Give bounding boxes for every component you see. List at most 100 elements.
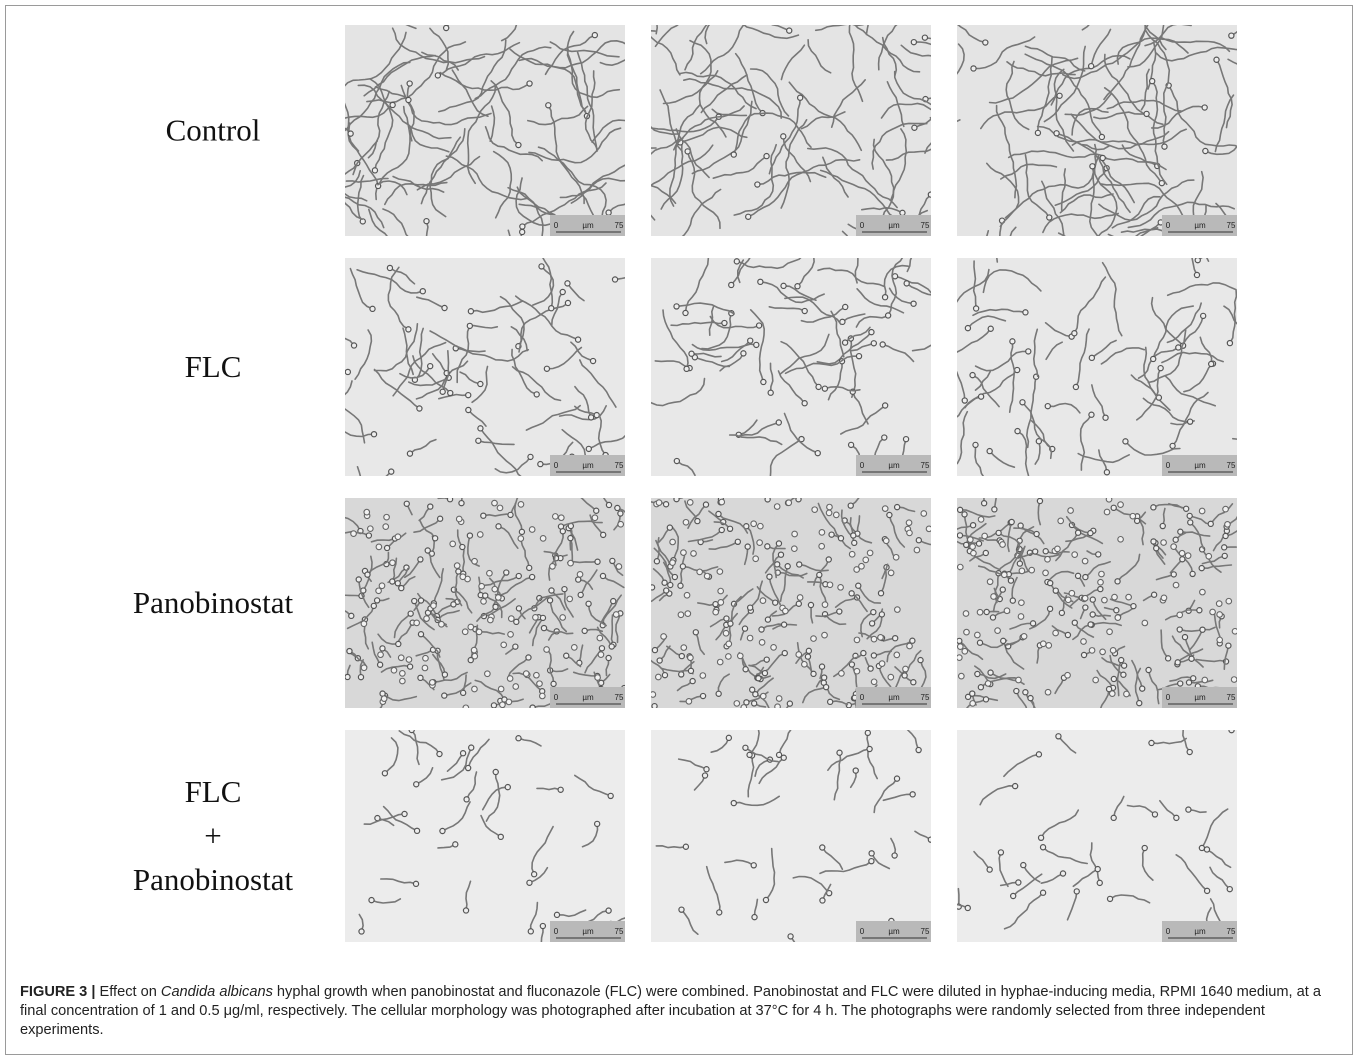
yeast-cell (787, 701, 792, 706)
scale-unit: µm (1194, 693, 1206, 702)
yeast-cell (1199, 566, 1204, 571)
yeast-cell (428, 364, 433, 369)
yeast-cell (983, 697, 988, 702)
yeast-cell (970, 523, 975, 528)
yeast-cell (1069, 590, 1075, 596)
yeast-cell (683, 520, 689, 526)
yeast-cell (1182, 634, 1187, 639)
yeast-cell (1035, 130, 1040, 135)
yeast-cell (520, 229, 525, 234)
yeast-cell (797, 562, 802, 567)
yeast-cell (513, 684, 519, 690)
yeast-cell (796, 601, 801, 606)
yeast-cell (704, 767, 709, 772)
yeast-cell (1229, 728, 1234, 733)
scale-unit: µm (1194, 461, 1206, 470)
yeast-cell (364, 509, 370, 515)
yeast-cell (478, 426, 483, 431)
yeast-cell (1227, 887, 1232, 892)
row-label: Panobinostat (133, 862, 294, 897)
yeast-cell (1103, 415, 1108, 420)
yeast-cell (1097, 880, 1102, 885)
yeast-cell (820, 845, 825, 850)
yeast-cell (1170, 443, 1175, 448)
yeast-cell (731, 152, 736, 157)
micrograph: 0µm75 (282, 0, 670, 299)
yeast-cell (437, 751, 442, 756)
yeast-cell (558, 515, 564, 521)
yeast-cell (775, 704, 781, 710)
yeast-cell (1082, 558, 1088, 564)
yeast-cell (414, 828, 419, 833)
yeast-cell (565, 300, 570, 305)
yeast-cell (1166, 656, 1171, 661)
yeast-cell (796, 497, 801, 502)
yeast-cell (918, 657, 923, 662)
yeast-cell (907, 643, 913, 649)
hypha (1228, 59, 1309, 79)
yeast-cell (409, 727, 414, 732)
yeast-cell (973, 442, 978, 447)
yeast-cell (1010, 598, 1015, 603)
yeast-cell (504, 570, 509, 575)
yeast-cell (822, 602, 828, 608)
yeast-cell (1149, 740, 1154, 745)
yeast-cell (782, 650, 787, 655)
yeast-cell (1008, 578, 1013, 583)
yeast-cell (469, 745, 474, 750)
yeast-cell (992, 507, 997, 512)
scale-min: 0 (1166, 461, 1171, 470)
yeast-cell (527, 565, 532, 570)
yeast-cell (518, 536, 524, 542)
yeast-cell (837, 609, 842, 614)
yeast-cell (562, 587, 567, 592)
yeast-cell (878, 591, 883, 596)
yeast-cell (547, 598, 552, 603)
yeast-cell (783, 608, 789, 614)
scale-max: 75 (1227, 221, 1236, 230)
yeast-cell (815, 451, 820, 456)
yeast-cell (819, 664, 824, 669)
yeast-cell (1013, 783, 1018, 788)
yeast-cell (871, 610, 876, 615)
yeast-cell (527, 880, 532, 885)
yeast-cell (491, 703, 496, 708)
yeast-cell (1099, 134, 1104, 139)
yeast-cell (819, 543, 825, 549)
yeast-cell (957, 655, 963, 661)
yeast-cell (654, 559, 659, 564)
yeast-cell (867, 746, 872, 751)
yeast-cell (440, 389, 445, 394)
yeast-cell (370, 306, 375, 311)
yeast-cell (1161, 595, 1167, 601)
yeast-cell (389, 469, 394, 474)
yeast-cell (758, 279, 763, 284)
yeast-cell (978, 517, 984, 523)
yeast-cell (1111, 815, 1116, 820)
hypha (353, 0, 416, 28)
row-label: Control (166, 113, 261, 148)
yeast-cell (460, 574, 466, 580)
hypha (721, 475, 735, 500)
yeast-cell (1173, 582, 1179, 588)
yeast-cell (609, 644, 614, 649)
yeast-cell (568, 560, 574, 566)
yeast-cell (967, 537, 973, 543)
yeast-cell (748, 605, 753, 610)
yeast-cell (478, 381, 483, 386)
scale-max: 75 (921, 461, 930, 470)
yeast-cell (776, 696, 782, 702)
yeast-cell (869, 330, 874, 335)
micrograph: 0µm75 (939, 695, 1252, 942)
yeast-cell (610, 558, 615, 563)
yeast-cell (592, 32, 597, 37)
yeast-cell (792, 531, 798, 537)
yeast-cell (1107, 896, 1112, 901)
yeast-cell (684, 592, 690, 598)
yeast-cell (723, 630, 729, 636)
yeast-cell (693, 630, 698, 635)
yeast-cell (922, 35, 927, 40)
yeast-cell (1217, 637, 1223, 643)
yeast-cell (378, 662, 383, 667)
yeast-cell (1046, 643, 1052, 649)
